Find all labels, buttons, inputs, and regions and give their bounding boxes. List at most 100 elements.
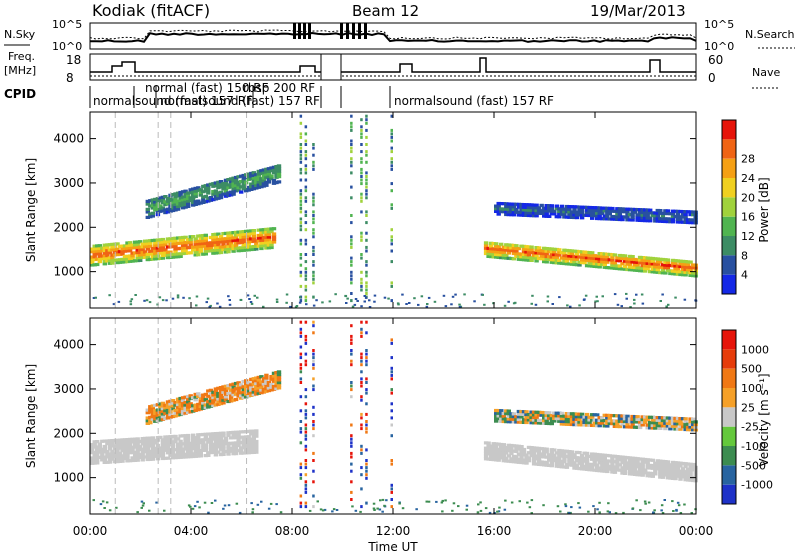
data-cell (239, 451, 244, 455)
spike-cell (365, 238, 368, 242)
data-cell (607, 416, 612, 420)
data-cell (625, 267, 630, 272)
data-cell (622, 207, 628, 211)
spike-cell (390, 423, 393, 427)
data-cell (271, 235, 277, 239)
data-cell (668, 263, 673, 268)
data-cell (175, 455, 181, 460)
data-cell (218, 182, 224, 186)
data-cell (165, 240, 171, 244)
data-cell (168, 209, 173, 213)
data-cell (516, 409, 522, 414)
data-cell (584, 459, 590, 463)
data-cell (536, 446, 542, 450)
data-cell (663, 260, 668, 264)
data-cell (521, 258, 527, 262)
data-cell (519, 244, 524, 248)
data-cell (122, 249, 128, 253)
data-cell (143, 444, 148, 448)
spike-cell (299, 270, 303, 274)
ground-cell (564, 505, 568, 508)
data-cell (150, 457, 155, 461)
data-cell (173, 456, 178, 460)
spike-cell (304, 487, 308, 491)
data-cell (635, 459, 640, 463)
data-cell (496, 250, 501, 254)
data-cell (635, 266, 640, 270)
data-cell (180, 200, 186, 205)
data-cell (236, 185, 241, 190)
spike-cell (350, 263, 353, 267)
data-cell (160, 237, 166, 242)
ground-cell (189, 505, 192, 508)
data-cell (663, 421, 668, 425)
data-cell (637, 213, 643, 217)
data-cell (622, 414, 628, 418)
data-cell (193, 253, 198, 257)
data-cell (218, 437, 224, 441)
nsky-spike (293, 23, 296, 39)
data-cell (579, 205, 585, 209)
spike-cell (390, 260, 393, 264)
data-cell (539, 254, 544, 258)
data-cell (186, 410, 191, 414)
data-cell (514, 208, 519, 212)
data-cell (254, 389, 259, 393)
spike-cell (304, 253, 308, 256)
data-cell (254, 244, 259, 248)
data-cell (168, 415, 173, 419)
spike-cell (390, 228, 393, 232)
data-cell (670, 220, 676, 224)
data-cell (658, 459, 663, 463)
data-cell (178, 236, 183, 240)
data-cell (213, 251, 219, 255)
colorbar-segment (722, 236, 736, 256)
spike-cell (299, 466, 303, 470)
data-cell (170, 456, 176, 460)
ground-cell (295, 305, 299, 307)
ground-cell (285, 301, 288, 304)
data-cell (483, 249, 489, 253)
data-cell (150, 415, 155, 419)
data-cell (127, 259, 133, 263)
data-cell (516, 252, 522, 256)
data-cell (554, 261, 559, 265)
data-cell (650, 421, 655, 425)
data-cell (610, 258, 615, 262)
data-cell (584, 205, 590, 209)
data-cell (610, 253, 615, 257)
data-cell (506, 256, 511, 260)
data-cell (228, 244, 234, 248)
data-cell (569, 254, 575, 258)
data-cell (519, 453, 524, 457)
data-cell (183, 205, 188, 209)
data-cell (193, 406, 198, 410)
data-cell (249, 247, 254, 252)
data-cell (524, 213, 529, 217)
data-cell (506, 459, 511, 463)
ground-cell (661, 293, 664, 296)
data-cell (256, 236, 261, 240)
data-cell (183, 434, 188, 438)
data-cell (494, 252, 499, 257)
data-cell (658, 462, 663, 466)
data-cell (236, 391, 241, 396)
data-cell (198, 402, 203, 406)
data-cell (107, 259, 113, 263)
data-cell (173, 197, 178, 201)
data-cell (115, 441, 120, 445)
data-cell (223, 181, 229, 185)
ground-cell (344, 294, 347, 297)
data-cell (630, 210, 635, 214)
data-cell (193, 403, 198, 407)
data-cell (170, 193, 176, 197)
spike-cell (360, 505, 363, 509)
data-cell (216, 445, 221, 449)
data-cell (587, 423, 592, 427)
spike-cell (365, 249, 368, 253)
data-cell (153, 252, 158, 256)
data-cell (249, 187, 254, 191)
data-cell (256, 386, 261, 390)
data-cell (130, 254, 135, 258)
spike-cell (390, 434, 393, 438)
